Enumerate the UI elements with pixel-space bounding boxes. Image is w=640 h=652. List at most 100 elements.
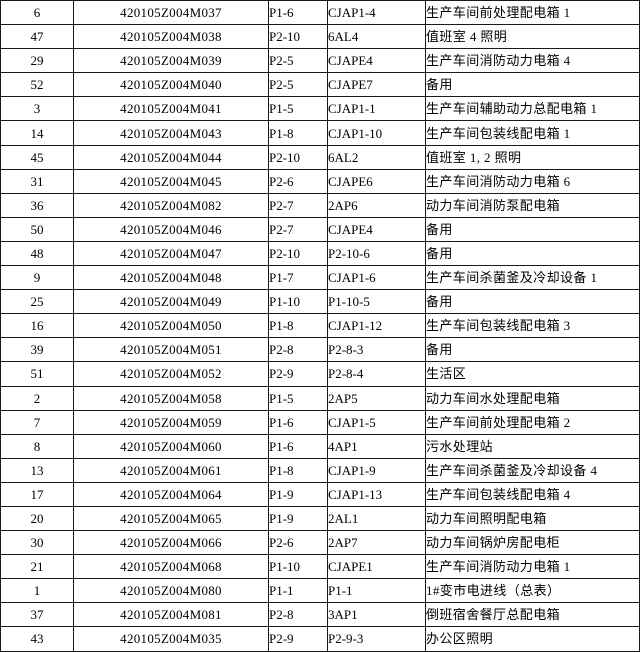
table-row: 25 420105Z004M049 P1-10 P1-10-5 备用	[0, 289, 640, 315]
cell-description: 备用	[425, 289, 640, 315]
cell-index: 1	[0, 578, 74, 604]
cell-panel: P2-9	[268, 361, 328, 387]
table-row: 43 420105Z004M035 P2-9 P2-9-3 办公区照明	[0, 626, 640, 652]
cell-circuit: 2AL1	[327, 505, 426, 532]
cell-circuit: 2AP5	[327, 385, 426, 411]
cell-description: 备用	[425, 240, 640, 267]
cell-panel: P2-8	[268, 337, 328, 363]
cell-index: 51	[0, 361, 74, 387]
cell-device-code: 420105Z004M080	[73, 578, 269, 604]
cell-description: 生活区	[425, 361, 640, 387]
cell-circuit: CJAP1-9	[327, 457, 426, 483]
cell-circuit: P1-10-5	[327, 289, 426, 315]
cell-device-code: 420105Z004M047	[73, 240, 269, 267]
cell-index: 20	[0, 505, 74, 532]
cell-panel: P1-10	[268, 554, 328, 580]
table-row: 14 420105Z004M043 P1-8 CJAP1-10 生产车间包装线配…	[0, 120, 640, 146]
cell-index: 50	[0, 216, 74, 242]
cell-device-code: 420105Z004M058	[73, 385, 269, 411]
table-row: 21 420105Z004M068 P1-10 CJAPE1 生产车间消防动力电…	[0, 554, 640, 580]
cell-description: 办公区照明	[425, 626, 640, 652]
cell-device-code: 420105Z004M049	[73, 289, 269, 315]
cell-description: 值班室 4 照明	[425, 24, 640, 50]
cell-index: 6	[0, 0, 74, 26]
cell-panel: P2-7	[268, 192, 328, 218]
table-row: 29 420105Z004M039 P2-5 CJAPE4 生产车间消防动力电箱…	[0, 48, 640, 74]
cell-index: 30	[0, 530, 74, 556]
cell-description: 生产车间消防动力电箱 1	[425, 554, 640, 580]
cell-description: 生产车间杀菌釜及冷却设备 1	[425, 265, 640, 291]
cell-circuit: 3AP1	[327, 602, 426, 628]
cell-panel: P1-6	[268, 433, 328, 459]
cell-description: 生产车间前处理配电箱 2	[425, 409, 640, 435]
cell-device-code: 420105Z004M046	[73, 216, 269, 242]
cell-panel: P1-6	[268, 0, 328, 26]
cell-circuit: P1-1	[327, 578, 426, 604]
table-row: 51 420105Z004M052 P2-9 P2-8-4 生活区	[0, 361, 640, 387]
table-row: 30 420105Z004M066 P2-6 2AP7 动力车间锅炉房配电柜	[0, 530, 640, 556]
cell-circuit: P2-8-4	[327, 361, 426, 387]
cell-panel: P1-8	[268, 120, 328, 146]
cell-device-code: 420105Z004M050	[73, 313, 269, 339]
cell-device-code: 420105Z004M037	[73, 0, 269, 26]
cell-description: 生产车间消防动力电箱 6	[425, 168, 640, 194]
table-row: 13 420105Z004M061 P1-8 CJAP1-9 生产车间杀菌釜及冷…	[0, 457, 640, 483]
cell-index: 39	[0, 337, 74, 363]
cell-circuit: CJAP1-12	[327, 313, 426, 339]
cell-circuit: CJAP1-13	[327, 481, 426, 507]
table-row: 47 420105Z004M038 P2-10 6AL4 值班室 4 照明	[0, 24, 640, 50]
table-row: 3 420105Z004M041 P1-5 CJAP1-1 生产车间辅助动力总配…	[0, 96, 640, 122]
cell-index: 31	[0, 168, 74, 194]
cell-panel: P2-9	[268, 626, 328, 652]
table-row: 52 420105Z004M040 P2-5 CJAPE7 备用	[0, 72, 640, 98]
cell-device-code: 420105Z004M043	[73, 120, 269, 146]
cell-circuit: P2-8-3	[327, 337, 426, 363]
cell-circuit: P2-10-6	[327, 240, 426, 267]
cell-index: 37	[0, 602, 74, 628]
table-row: 1 420105Z004M080 P1-1 P1-1 1#变市电进线（总表）	[0, 578, 640, 604]
cell-description: 污水处理站	[425, 433, 640, 459]
cell-panel: P2-6	[268, 530, 328, 556]
cell-device-code: 420105Z004M038	[73, 24, 269, 50]
cell-circuit: P2-9-3	[327, 626, 426, 652]
cell-description: 生产车间包装线配电箱 1	[425, 120, 640, 146]
table-row: 37 420105Z004M081 P2-8 3AP1 倒班宿舍餐厅总配电箱	[0, 602, 640, 628]
table-row: 50 420105Z004M046 P2-7 CJAPE4 备用	[0, 216, 640, 242]
table-row: 6 420105Z004M037 P1-6 CJAP1-4 生产车间前处理配电箱…	[0, 0, 640, 26]
cell-index: 17	[0, 481, 74, 507]
cell-description: 值班室 1, 2 照明	[425, 144, 640, 170]
cell-device-code: 420105Z004M035	[73, 626, 269, 652]
cell-device-code: 420105Z004M081	[73, 602, 269, 628]
cell-circuit: CJAP1-6	[327, 265, 426, 291]
cell-device-code: 420105Z004M039	[73, 48, 269, 74]
cell-index: 9	[0, 265, 74, 291]
cell-description: 动力车间锅炉房配电柜	[425, 530, 640, 556]
cell-description: 生产车间辅助动力总配电箱 1	[425, 96, 640, 122]
cell-index: 45	[0, 144, 74, 170]
cell-circuit: CJAPE4	[327, 48, 426, 74]
cell-panel: P2-10	[268, 24, 328, 50]
cell-panel: P1-6	[268, 409, 328, 435]
cell-circuit: CJAPE6	[327, 168, 426, 194]
cell-circuit: CJAP1-1	[327, 96, 426, 122]
table-row: 36 420105Z004M082 P2-7 2AP6 动力车间消防泵配电箱	[0, 192, 640, 218]
cell-circuit: CJAP1-4	[327, 0, 426, 26]
cell-index: 52	[0, 72, 74, 98]
cell-panel: P2-6	[268, 168, 328, 194]
cell-device-code: 420105Z004M041	[73, 96, 269, 122]
cell-device-code: 420105Z004M044	[73, 144, 269, 170]
cell-circuit: CJAPE4	[327, 216, 426, 242]
cell-panel: P2-8	[268, 602, 328, 628]
cell-device-code: 420105Z004M065	[73, 505, 269, 532]
cell-device-code: 420105Z004M064	[73, 481, 269, 507]
table-row: 8 420105Z004M060 P1-6 4AP1 污水处理站	[0, 433, 640, 459]
cell-description: 1#变市电进线（总表）	[425, 578, 640, 604]
cell-panel: P2-5	[268, 48, 328, 74]
cell-panel: P1-5	[268, 385, 328, 411]
table-row: 39 420105Z004M051 P2-8 P2-8-3 备用	[0, 337, 640, 363]
cell-description: 生产车间杀菌釜及冷却设备 4	[425, 457, 640, 483]
cell-device-code: 420105Z004M082	[73, 192, 269, 218]
cell-device-code: 420105Z004M052	[73, 361, 269, 387]
